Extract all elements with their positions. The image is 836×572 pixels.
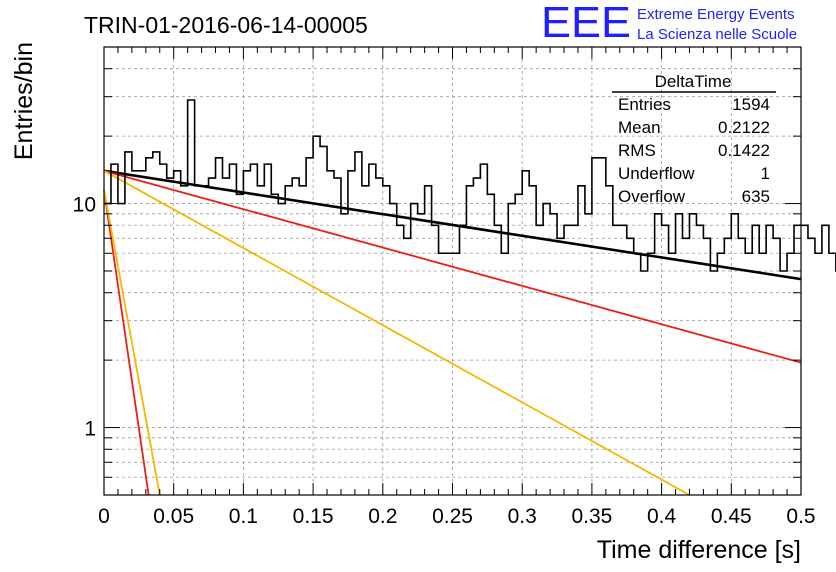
x-tick-label: 0.05 — [153, 505, 194, 528]
stats-label: Mean — [618, 118, 661, 137]
x-tick-label: 0.25 — [432, 505, 473, 528]
stats-label: Overflow — [618, 187, 686, 206]
stats-box: DeltaTime Entries 1594 Mean 0.2122 RMS 0.1422… — [612, 72, 776, 206]
fit-line-black — [103, 169, 802, 281]
logo-line2: La Scienza nelle Scuole — [637, 26, 797, 43]
fit-line-orange — [103, 189, 161, 496]
stats-label: Entries — [618, 95, 671, 114]
x-tick-label: 0.15 — [293, 505, 334, 528]
y-axis-label: Entries/bin — [10, 42, 38, 160]
run-title: TRIN-01-2016-06-14-00005 — [84, 12, 368, 38]
histogram — [104, 99, 836, 272]
stats-title: DeltaTime — [655, 72, 732, 91]
stats-value: 1594 — [732, 95, 770, 114]
y-tick-label: 1 — [84, 418, 96, 441]
fit-lines — [103, 169, 802, 496]
stats-label: Underflow — [618, 164, 695, 183]
x-tick-label: 0.2 — [368, 505, 397, 528]
x-tick-label: 0.1 — [229, 505, 258, 528]
fit-line-red — [103, 189, 150, 496]
fit-line-orange — [103, 170, 690, 496]
stats-value: 0.1422 — [718, 141, 770, 160]
x-tick-label: 0 — [98, 505, 110, 528]
x-tick-label: 0.5 — [786, 505, 815, 528]
axis-ticks — [103, 47, 802, 495]
stats-value: 0.2122 — [718, 118, 770, 137]
histogram-step — [104, 99, 836, 272]
x-tick-label: 0.35 — [571, 505, 612, 528]
eee-logo: EEE — [541, 0, 631, 47]
x-tick-label: 0.3 — [508, 505, 537, 528]
stats-value: 1 — [761, 164, 770, 183]
grid-lines — [104, 47, 801, 495]
y-tick-label: 10 — [73, 194, 96, 217]
x-tick-label: 0.45 — [711, 505, 752, 528]
stats-label: RMS — [618, 141, 656, 160]
axis-tick-labels: 0 0.05 0.1 0.15 0.2 0.25 0.3 0.35 0.4 0.45 0.5 1 10 — [73, 194, 816, 528]
stats-value: 635 — [742, 187, 770, 206]
logo-line1: Extreme Energy Events — [637, 6, 795, 23]
x-tick-label: 0.4 — [647, 505, 677, 528]
x-axis-label: Time difference [s] — [597, 536, 801, 564]
fit-line-red — [103, 169, 802, 364]
